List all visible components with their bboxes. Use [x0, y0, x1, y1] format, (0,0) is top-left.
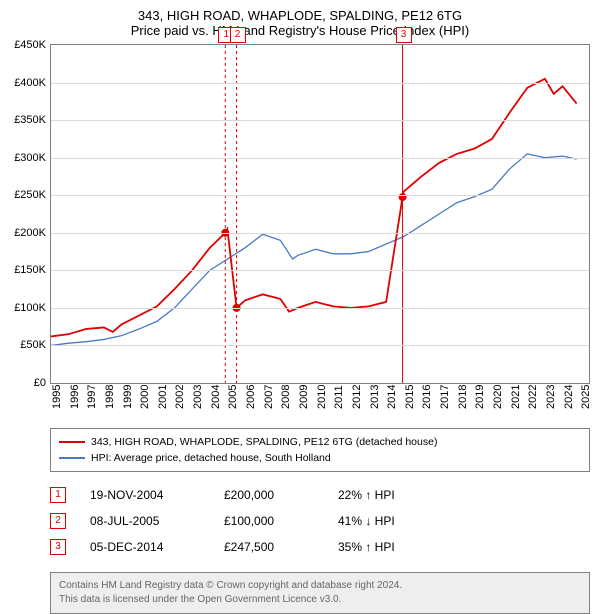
x-tick-label: 2012: [351, 385, 363, 409]
x-tick-label: 2022: [527, 385, 539, 409]
event-id-box: 2: [50, 513, 66, 529]
chart-subtitle: Price paid vs. HM Land Registry's House …: [0, 23, 600, 44]
event-date: 08-JUL-2005: [90, 508, 200, 534]
y-tick-label: £0: [1, 377, 46, 389]
y-tick-label: £200K: [1, 227, 46, 239]
event-date: 19-NOV-2004: [90, 482, 200, 508]
event-flag: 2: [230, 27, 246, 43]
legend: 343, HIGH ROAD, WHAPLODE, SPALDING, PE12…: [50, 428, 590, 472]
x-tick-label: 1995: [51, 385, 63, 409]
x-tick-label: 2018: [457, 385, 469, 409]
y-tick-label: £250K: [1, 189, 46, 201]
y-tick-label: £300K: [1, 152, 46, 164]
x-tick-label: 2011: [333, 385, 345, 409]
footer-attribution: Contains HM Land Registry data © Crown c…: [50, 572, 590, 614]
x-tick-label: 2023: [545, 385, 557, 409]
event-delta: 35% ↑ HPI: [338, 534, 395, 560]
event-price: £100,000: [224, 508, 314, 534]
series-line: [51, 79, 577, 337]
event-date: 05-DEC-2014: [90, 534, 200, 560]
x-tick-label: 2007: [263, 385, 275, 409]
event-id-box: 3: [50, 539, 66, 555]
y-tick-label: £450K: [1, 39, 46, 51]
x-tick-label: 1997: [86, 385, 98, 409]
legend-label: 343, HIGH ROAD, WHAPLODE, SPALDING, PE12…: [91, 434, 437, 450]
x-tick-label: 2005: [227, 385, 239, 409]
x-tick-label: 2020: [492, 385, 504, 409]
x-tick-label: 1996: [69, 385, 81, 409]
x-tick-label: 2017: [439, 385, 451, 409]
event-flag: 3: [396, 27, 412, 43]
footer-line: Contains HM Land Registry data © Crown c…: [59, 579, 581, 593]
y-tick-label: £50K: [1, 339, 46, 351]
legend-row: 343, HIGH ROAD, WHAPLODE, SPALDING, PE12…: [59, 434, 581, 450]
x-tick-label: 2019: [474, 385, 486, 409]
legend-row: HPI: Average price, detached house, Sout…: [59, 450, 581, 466]
x-tick-label: 2009: [298, 385, 310, 409]
y-tick-label: £400K: [1, 77, 46, 89]
y-tick-label: £150K: [1, 264, 46, 276]
chart-title: 343, HIGH ROAD, WHAPLODE, SPALDING, PE12…: [0, 0, 600, 23]
x-tick-label: 2002: [174, 385, 186, 409]
x-tick-label: 2024: [563, 385, 575, 409]
series-line: [51, 154, 577, 346]
y-tick-label: £100K: [1, 302, 46, 314]
x-tick-label: 2010: [316, 385, 328, 409]
legend-label: HPI: Average price, detached house, Sout…: [91, 450, 331, 466]
footer-line: This data is licensed under the Open Gov…: [59, 593, 581, 607]
legend-swatch: [59, 457, 85, 459]
x-tick-label: 2001: [157, 385, 169, 409]
x-tick-label: 2006: [245, 385, 257, 409]
x-tick-label: 2021: [510, 385, 522, 409]
x-tick-label: 2004: [210, 385, 222, 409]
event-delta: 22% ↑ HPI: [338, 482, 395, 508]
x-tick-label: 2008: [280, 385, 292, 409]
event-price: £247,500: [224, 534, 314, 560]
x-tick-label: 2000: [139, 385, 151, 409]
event-delta: 41% ↓ HPI: [338, 508, 395, 534]
x-tick-label: 2015: [404, 385, 416, 409]
event-row: 3 05-DEC-2014 £247,500 35% ↑ HPI: [50, 534, 590, 560]
x-tick-label: 1998: [104, 385, 116, 409]
x-tick-label: 2014: [386, 385, 398, 409]
legend-swatch: [59, 441, 85, 443]
x-tick-label: 2013: [369, 385, 381, 409]
y-tick-label: £350K: [1, 114, 46, 126]
chart-area: £0£50K£100K£150K£200K£250K£300K£350K£400…: [50, 44, 590, 384]
event-price: £200,000: [224, 482, 314, 508]
event-row: 1 19-NOV-2004 £200,000 22% ↑ HPI: [50, 482, 590, 508]
x-tick-label: 2016: [421, 385, 433, 409]
x-tick-label: 2003: [192, 385, 204, 409]
event-row: 2 08-JUL-2005 £100,000 41% ↓ HPI: [50, 508, 590, 534]
x-tick-label: 1999: [122, 385, 134, 409]
x-tick-label: 2025: [580, 385, 592, 409]
event-id-box: 1: [50, 487, 66, 503]
event-table: 1 19-NOV-2004 £200,000 22% ↑ HPI 2 08-JUL-200…: [50, 482, 590, 560]
plot-svg: [51, 45, 589, 383]
